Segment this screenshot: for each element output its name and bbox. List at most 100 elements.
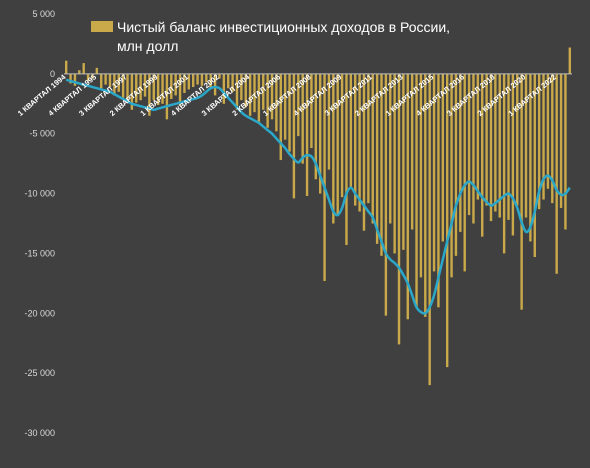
bar bbox=[494, 73, 497, 212]
bar bbox=[327, 73, 331, 170]
bar bbox=[213, 73, 217, 96]
bar bbox=[91, 73, 94, 79]
bar bbox=[340, 73, 344, 198]
bar bbox=[143, 73, 147, 97]
bar bbox=[533, 73, 536, 258]
bar bbox=[485, 73, 488, 206]
bar bbox=[174, 73, 177, 96]
bar bbox=[450, 73, 453, 278]
bar bbox=[345, 73, 348, 246]
bar bbox=[397, 73, 401, 345]
bar bbox=[218, 73, 221, 79]
bar bbox=[476, 73, 480, 200]
bar bbox=[318, 73, 322, 194]
bar bbox=[472, 73, 475, 224]
y-tick-label: -15 000 bbox=[24, 248, 55, 258]
bar bbox=[454, 73, 458, 256]
bar bbox=[349, 73, 353, 188]
bar bbox=[130, 73, 134, 110]
bar bbox=[428, 73, 431, 386]
bar bbox=[266, 73, 269, 128]
bar bbox=[152, 73, 155, 101]
bar bbox=[507, 73, 510, 220]
bar bbox=[191, 73, 195, 88]
bar bbox=[196, 73, 199, 85]
legend-text: млн долл bbox=[117, 38, 178, 54]
bar bbox=[384, 73, 388, 316]
bar bbox=[489, 73, 493, 222]
bar bbox=[432, 73, 436, 272]
bar bbox=[367, 73, 370, 204]
bar bbox=[463, 73, 466, 272]
bar bbox=[406, 73, 409, 320]
bar bbox=[511, 73, 515, 236]
bar bbox=[117, 73, 120, 92]
y-tick-label: 0 bbox=[50, 69, 55, 79]
bar bbox=[375, 73, 379, 244]
bar bbox=[362, 73, 366, 231]
bar bbox=[555, 73, 558, 274]
bar bbox=[64, 60, 68, 74]
bar bbox=[205, 73, 208, 83]
bar bbox=[297, 73, 300, 137]
bar bbox=[209, 73, 212, 89]
trend-line bbox=[65, 78, 571, 315]
bar bbox=[537, 73, 541, 210]
bar bbox=[95, 67, 99, 74]
bar bbox=[314, 73, 318, 180]
y-tick-label: -20 000 bbox=[24, 308, 55, 318]
bar bbox=[310, 73, 313, 149]
bar bbox=[516, 73, 519, 206]
bar bbox=[441, 73, 445, 242]
bar bbox=[415, 73, 418, 308]
legend-swatch bbox=[91, 21, 113, 32]
bar bbox=[305, 73, 309, 196]
bar bbox=[410, 73, 414, 230]
bar bbox=[165, 73, 169, 120]
bar bbox=[336, 73, 339, 216]
bar bbox=[380, 73, 383, 256]
bar bbox=[170, 73, 173, 99]
bar bbox=[402, 73, 405, 250]
bar bbox=[270, 73, 274, 120]
bar bbox=[231, 73, 234, 92]
bar bbox=[86, 73, 90, 82]
bar-series bbox=[64, 47, 572, 386]
y-axis: 5 000 0 -5 000 -10 000 -15 000 -20 000 -25 000… bbox=[24, 9, 55, 438]
y-tick-label: -30 000 bbox=[24, 428, 55, 438]
bar bbox=[551, 73, 554, 204]
bar bbox=[200, 73, 204, 86]
bar bbox=[148, 73, 151, 116]
bar bbox=[183, 73, 186, 94]
bar bbox=[108, 73, 112, 88]
bar bbox=[283, 73, 287, 140]
y-tick-label: -25 000 bbox=[24, 368, 55, 378]
bar bbox=[240, 73, 243, 101]
bar bbox=[257, 73, 261, 122]
bar bbox=[424, 73, 427, 317]
bar bbox=[393, 73, 396, 254]
bar bbox=[498, 73, 501, 218]
bar bbox=[354, 73, 357, 206]
bar bbox=[113, 73, 116, 96]
y-tick-label: -5 000 bbox=[29, 129, 55, 139]
bar bbox=[161, 73, 164, 104]
bar bbox=[235, 73, 239, 110]
bar bbox=[73, 73, 77, 86]
legend-text: Чистый баланс инвестиционных доходов в Р… bbox=[117, 19, 450, 35]
bar bbox=[222, 73, 226, 104]
y-tick-label: 5 000 bbox=[32, 9, 55, 19]
bar bbox=[244, 73, 247, 108]
bar bbox=[437, 73, 440, 308]
bar bbox=[358, 73, 361, 212]
bar bbox=[279, 73, 282, 161]
bar bbox=[156, 73, 160, 105]
bar bbox=[121, 73, 125, 98]
bar bbox=[262, 73, 265, 110]
bar bbox=[100, 73, 103, 89]
legend: Чистый баланс инвестиционных доходов в Р… bbox=[91, 19, 450, 54]
bar bbox=[227, 73, 230, 89]
bar bbox=[559, 73, 563, 208]
